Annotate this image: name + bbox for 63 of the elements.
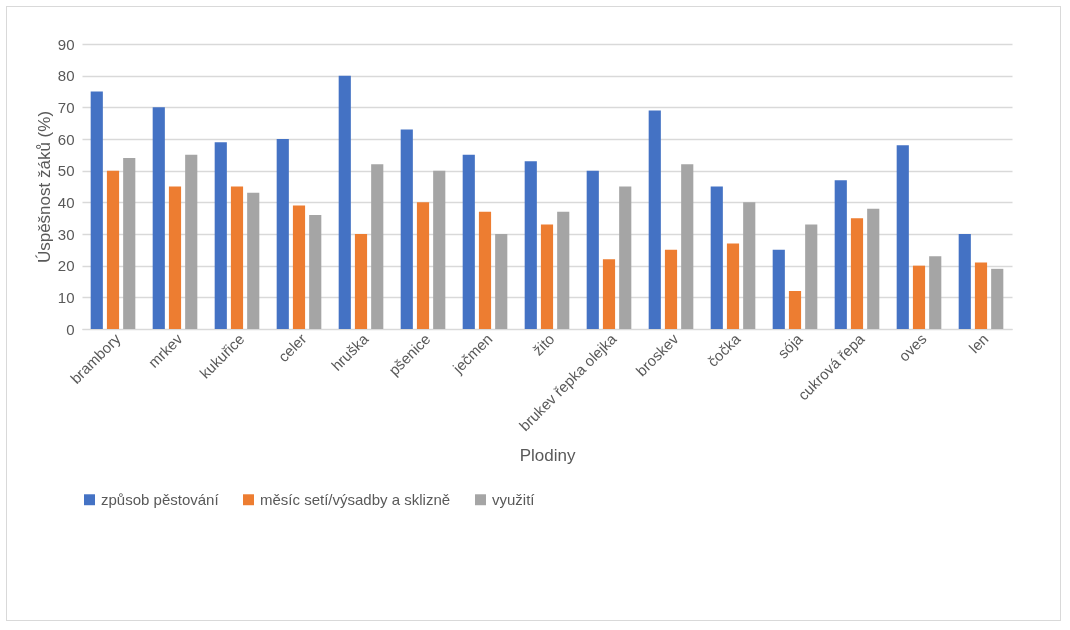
legend-label: způsob pěstování [101,490,220,508]
bar [991,268,1004,329]
bar [726,243,740,329]
y-tick-label: 30 [57,225,75,243]
bar [602,259,616,329]
y-tick-label: 10 [57,288,75,306]
y-tick-label: 50 [57,162,75,180]
bar [400,129,413,329]
bar [106,170,120,329]
legend-label: měsíc setí/výsadby a sklizně [260,490,451,508]
bar [416,202,430,329]
bar [772,249,785,329]
y-tick-label: 40 [57,193,75,211]
bar [371,164,384,329]
bar [788,291,802,329]
y-tick-label: 60 [57,130,75,148]
bar [276,139,289,329]
bar [681,164,694,329]
bar [214,142,227,329]
bar [557,211,570,329]
bar [958,234,971,329]
bar [354,234,368,329]
bar [834,180,847,329]
x-tick-label: sója [774,329,807,362]
bar [974,262,988,329]
y-tick-label: 0 [66,320,75,338]
bar [478,211,492,329]
bar [433,170,446,329]
legend-label: využití [492,490,536,508]
bar [495,234,508,329]
y-tick-label: 70 [57,98,75,116]
x-tick-label: len [965,330,992,357]
bar [743,202,756,329]
bar [896,145,909,329]
bar [309,215,322,329]
bar [867,208,880,329]
y-axis-title: Úspěšnost žáků (%) [34,110,54,264]
x-tick-label: žito [529,330,558,359]
bar [929,256,942,329]
bar [230,186,244,329]
y-tick-label: 80 [57,67,75,85]
bar [462,154,475,329]
bar [152,107,165,329]
bar [168,186,182,329]
bar [710,186,723,329]
bar [540,224,554,329]
y-tick-label: 20 [57,257,75,275]
bar [664,249,678,329]
bar [185,154,198,329]
bar [648,110,661,329]
bar [338,75,351,329]
bar [247,192,260,329]
bar [123,158,136,329]
x-axis-title: Plodiny [519,446,576,466]
bar [524,161,537,329]
bar [912,265,926,329]
bar [586,170,599,329]
bar [619,186,632,329]
bar [90,91,103,329]
bar [292,205,306,329]
bar [805,224,818,329]
bar [850,218,864,329]
y-tick-label: 90 [57,35,75,53]
